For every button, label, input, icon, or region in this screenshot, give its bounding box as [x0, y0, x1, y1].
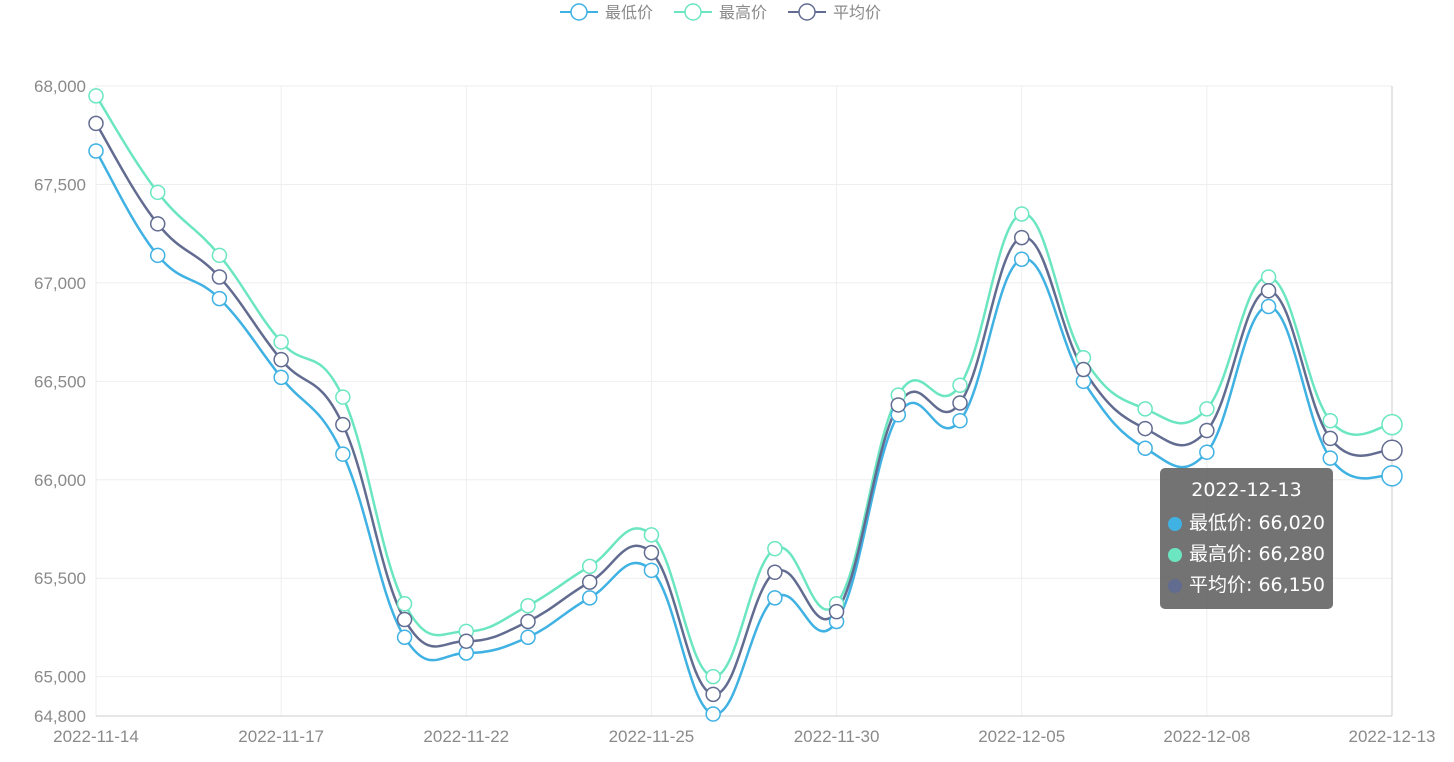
data-point-max — [643, 527, 660, 543]
y-tick-label: 65,000 — [34, 668, 86, 687]
y-tick-label: 65,500 — [34, 569, 86, 588]
data-point-min — [211, 290, 228, 307]
data-point-min — [952, 412, 968, 429]
y-tick-label: 67,500 — [34, 175, 86, 194]
data-point-avg — [273, 351, 289, 368]
data-point-avg — [1381, 439, 1403, 461]
data-point-min — [335, 446, 351, 462]
tooltip-dot-min — [1168, 516, 1182, 531]
data-point-min — [1322, 450, 1339, 466]
data-point-avg — [1322, 430, 1339, 447]
data-point-min — [149, 247, 166, 264]
data-point-max — [952, 377, 968, 393]
data-point-avg — [458, 633, 475, 649]
data-point-max — [767, 540, 783, 557]
tooltip-title: 2022-12-13 — [1191, 479, 1302, 501]
data-point-avg — [396, 611, 413, 628]
data-point-avg — [211, 269, 228, 285]
tooltip-label-avg: 平均价: 66,150 — [1189, 574, 1325, 596]
tooltip-label-max: 最高价: 66,280 — [1189, 543, 1325, 565]
data-point-avg — [88, 115, 104, 132]
tooltip-row-avg: 平均价: 66,150 — [1168, 570, 1325, 601]
legend[interactable]: 最低价 最高价 平均价 — [560, 3, 881, 22]
data-point-min — [581, 590, 598, 606]
x-tick-label: 2022-11-25 — [609, 727, 695, 746]
data-point-avg — [767, 564, 783, 581]
tooltip-dot-max — [1168, 547, 1182, 562]
data-point-min — [1137, 440, 1153, 456]
tooltip-row-max: 最高价: 66,280 — [1168, 539, 1325, 570]
series-points — [88, 88, 1403, 722]
data-point-min — [1260, 298, 1277, 315]
data-point-max — [705, 668, 721, 685]
x-tick-label: 2022-12-13 — [1349, 727, 1436, 746]
y-tick-label: 68,000 — [34, 77, 86, 96]
data-point-avg — [890, 397, 907, 413]
data-point-max — [581, 558, 598, 575]
series-line-min — [94, 150, 1393, 716]
data-point-min — [520, 629, 536, 645]
data-point-min — [88, 143, 104, 159]
data-point-min — [1013, 251, 1030, 267]
y-tick-label: 67,000 — [34, 274, 86, 293]
data-point-avg — [1075, 361, 1092, 378]
tooltip-row-min: 最低价: 66,020 — [1168, 508, 1325, 539]
data-point-max — [1137, 401, 1153, 417]
data-point-max — [149, 184, 166, 201]
data-point-max — [1381, 413, 1403, 436]
y-tick-label: 66,000 — [34, 471, 86, 490]
data-point-avg — [1199, 422, 1215, 439]
x-tick-label: 2022-12-05 — [978, 727, 1065, 746]
data-point-min — [1199, 444, 1215, 460]
data-point-min — [1381, 465, 1403, 487]
y-tick-label: 64,800 — [34, 707, 86, 726]
data-point-max — [211, 247, 228, 264]
data-point-min — [767, 590, 783, 606]
data-point-min — [643, 562, 660, 579]
x-tick-label: 2022-12-08 — [1163, 727, 1250, 746]
tooltip: 2022-12-13 最低价: 66,020 最高价: 66,280 平均价: … — [1160, 468, 1333, 609]
legend-marker-min — [570, 3, 588, 21]
data-point-avg — [828, 603, 845, 620]
data-point-avg — [335, 416, 351, 433]
data-point-avg — [1260, 283, 1277, 299]
tooltip-label-min: 最低价: 66,020 — [1189, 512, 1325, 534]
data-point-max — [1199, 401, 1215, 417]
data-point-avg — [1013, 229, 1030, 246]
legend-marker-avg — [798, 3, 816, 21]
data-point-max — [1322, 412, 1339, 429]
data-point-avg — [520, 613, 536, 630]
data-point-max — [396, 596, 413, 612]
legend-label-min: 最低价 — [605, 3, 653, 22]
data-point-min — [705, 706, 721, 722]
x-tick-label: 2022-11-30 — [794, 727, 880, 746]
data-point-max — [88, 88, 104, 104]
data-point-avg — [705, 686, 721, 703]
data-point-avg — [149, 216, 166, 232]
data-point-avg — [1137, 420, 1153, 437]
data-point-max — [1013, 206, 1030, 222]
y-tick-label: 66,500 — [34, 372, 86, 391]
legend-label-max: 最高价 — [719, 3, 767, 22]
x-tick-label: 2022-11-22 — [423, 727, 509, 746]
data-point-avg — [643, 544, 660, 561]
legend-marker-max — [684, 3, 702, 21]
data-point-min — [273, 369, 289, 386]
x-tick-label: 2022-11-17 — [238, 727, 324, 746]
data-point-avg — [952, 395, 968, 411]
data-point-avg — [581, 574, 598, 590]
axes: 68,000 67,500 67,000 66,500 66,000 65,500 65,0… — [34, 77, 1435, 746]
data-point-max — [335, 389, 351, 405]
data-point-max — [1260, 269, 1277, 285]
data-point-min — [396, 629, 413, 645]
legend-label-avg: 平均价 — [833, 3, 881, 22]
tooltip-dot-avg — [1168, 578, 1182, 593]
x-tick-label: 2022-11-14 — [53, 727, 139, 746]
data-point-max — [520, 598, 536, 614]
series-lines — [94, 95, 1393, 716]
grid-lines — [95, 85, 1393, 716]
data-point-max — [273, 334, 289, 350]
